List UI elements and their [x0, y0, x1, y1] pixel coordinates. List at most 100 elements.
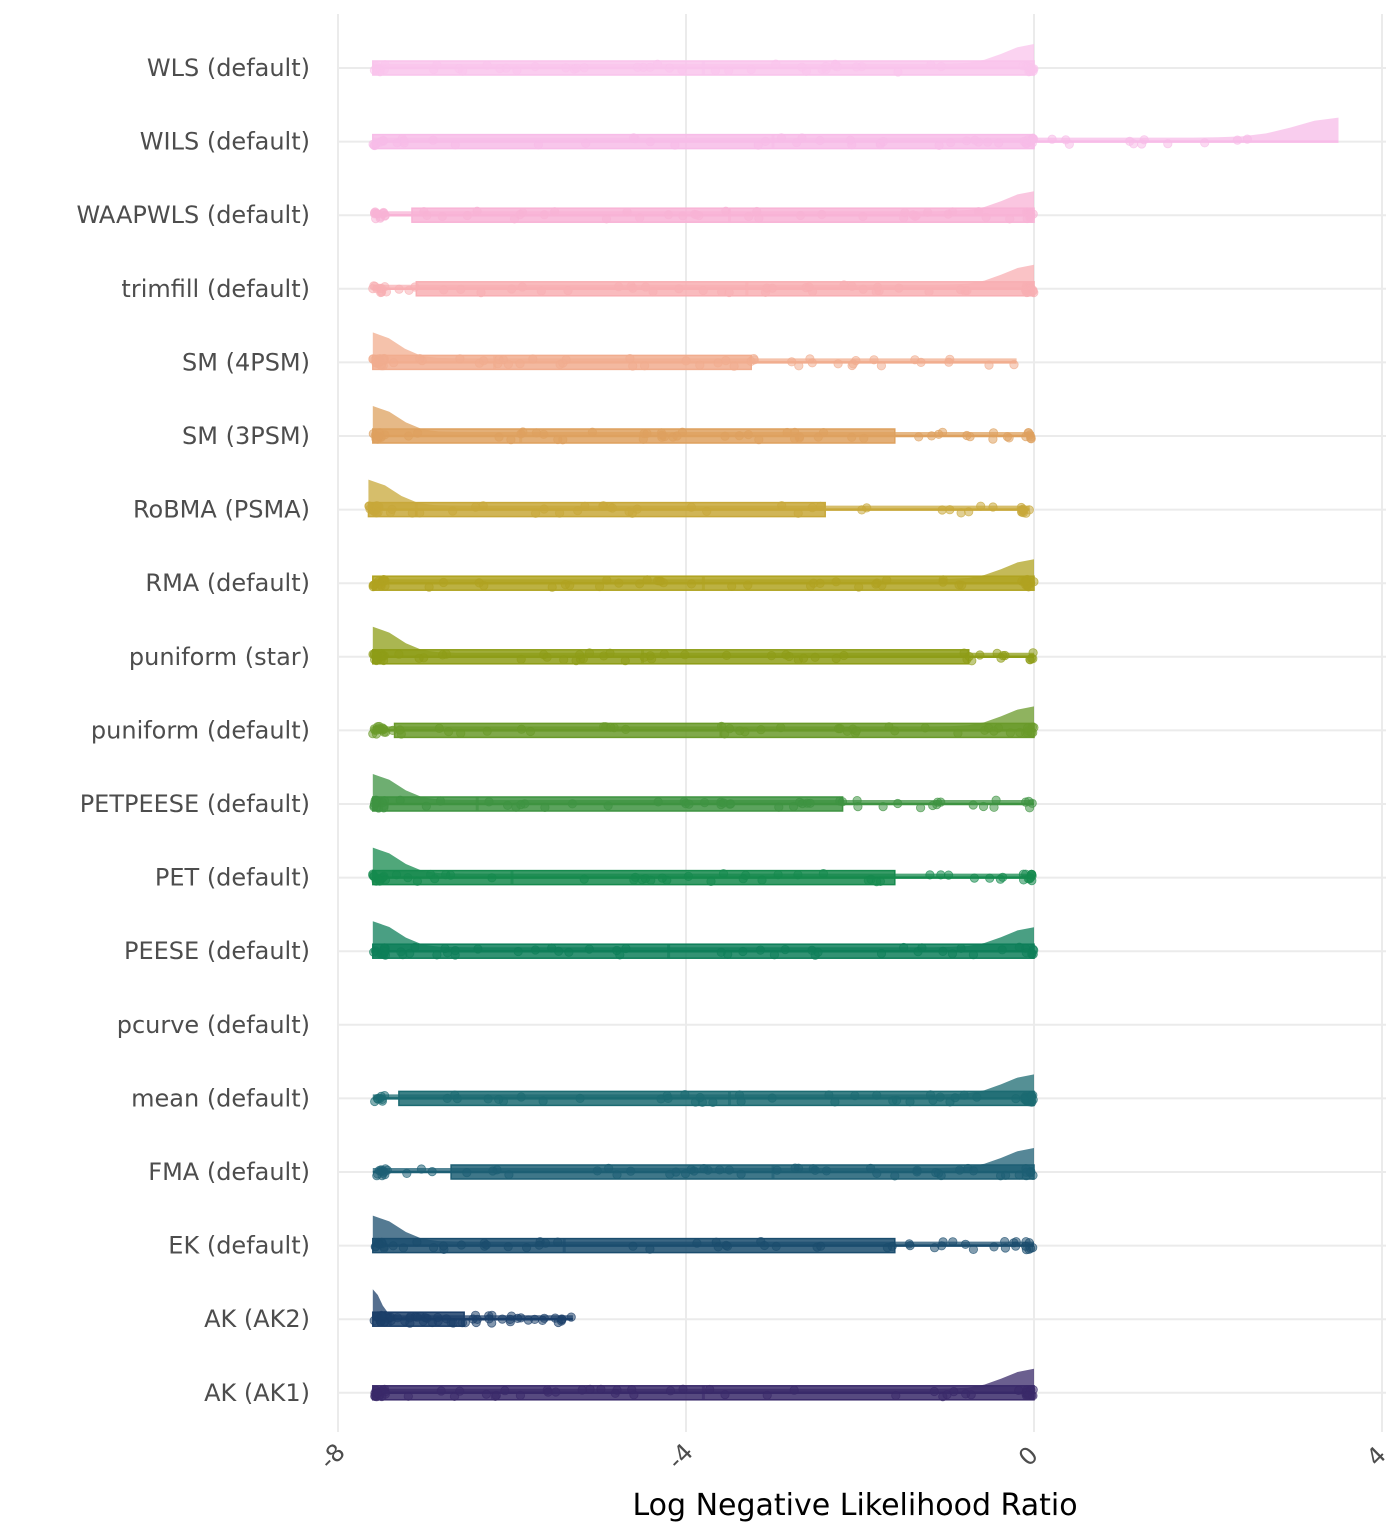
data-point [513, 946, 523, 957]
data-point [678, 211, 688, 221]
data-point [798, 653, 809, 663]
data-point [639, 361, 650, 371]
data-point [533, 140, 544, 150]
data-point [1009, 359, 1019, 370]
data-point [791, 138, 802, 148]
cloud-layer [368, 44, 1339, 1393]
data-point [784, 651, 794, 662]
data-point [481, 1389, 491, 1399]
data-point [989, 726, 999, 736]
data-point [412, 1312, 422, 1322]
data-point [439, 285, 449, 295]
data-point [839, 280, 849, 290]
data-point [625, 353, 635, 364]
data-point [555, 359, 565, 369]
data-point [561, 63, 571, 73]
data-point [462, 1168, 472, 1178]
data-point [767, 283, 778, 293]
data-point [891, 1390, 901, 1401]
data-point [955, 1165, 965, 1175]
y-axis-label: PETPEESE (default) [80, 790, 310, 818]
data-point [482, 726, 492, 736]
data-point [956, 508, 966, 518]
data-point [531, 428, 542, 438]
data-point [380, 282, 390, 292]
data-point [516, 724, 527, 734]
data-point [424, 582, 434, 592]
data-point [777, 501, 787, 511]
box [372, 943, 1035, 959]
data-point [894, 283, 904, 293]
data-point [821, 1166, 832, 1176]
data-point [380, 60, 390, 70]
data-point [790, 1163, 800, 1173]
data-point [721, 650, 732, 661]
data-point [456, 1240, 466, 1250]
data-point [890, 726, 900, 736]
data-point [851, 355, 861, 366]
data-point [976, 501, 986, 511]
data-point [516, 429, 526, 439]
data-point [446, 1317, 456, 1328]
data-point [795, 210, 806, 221]
data-point [760, 136, 771, 146]
data-point [626, 281, 636, 291]
data-point [872, 578, 882, 588]
data-point [364, 501, 374, 511]
data-point [1200, 138, 1210, 148]
data-point [912, 1165, 922, 1175]
data-point [670, 140, 680, 150]
data-point [876, 948, 887, 959]
data-point [905, 1241, 915, 1251]
data-point [657, 430, 667, 440]
data-point [534, 1240, 544, 1250]
data-point [399, 138, 409, 148]
data-point [373, 576, 384, 586]
data-point [721, 355, 731, 366]
data-point [428, 135, 438, 145]
data-point [713, 1242, 723, 1252]
data-point [605, 648, 615, 658]
data-point [564, 947, 574, 957]
data-point [938, 946, 948, 957]
data-point [936, 797, 946, 807]
data-point [412, 876, 422, 886]
data-point [776, 722, 786, 733]
data-point [740, 870, 751, 880]
data-point [773, 869, 783, 880]
data-point [859, 433, 869, 443]
data-point [506, 284, 517, 294]
data-point [536, 286, 546, 296]
data-point [642, 575, 652, 585]
data-point [824, 1090, 834, 1100]
data-point [810, 1165, 820, 1175]
data-point [603, 801, 613, 811]
data-point [947, 949, 958, 959]
data-point [626, 1166, 636, 1176]
data-point [736, 1096, 746, 1107]
data-point [837, 797, 848, 807]
data-point [551, 1387, 561, 1397]
data-point [612, 1170, 622, 1180]
data-point [484, 1314, 494, 1324]
data-point [478, 501, 488, 511]
data-point [1014, 942, 1024, 952]
data-point [378, 135, 388, 145]
data-point [876, 361, 887, 371]
data-point [948, 1237, 958, 1247]
data-point [994, 138, 1004, 148]
y-axis-label: RoBMA (PSMA) [133, 496, 310, 524]
data-point [655, 576, 666, 586]
data-point [754, 213, 764, 223]
data-point [558, 435, 568, 445]
data-point [794, 361, 804, 371]
y-axis-label: EK (default) [168, 1232, 310, 1260]
data-point [368, 283, 378, 294]
data-point [677, 65, 687, 75]
data-point [1028, 1170, 1038, 1181]
data-point [440, 943, 450, 954]
data-point [959, 1090, 969, 1100]
data-point [512, 65, 522, 76]
data-point [388, 1241, 398, 1251]
data-point [563, 285, 573, 296]
